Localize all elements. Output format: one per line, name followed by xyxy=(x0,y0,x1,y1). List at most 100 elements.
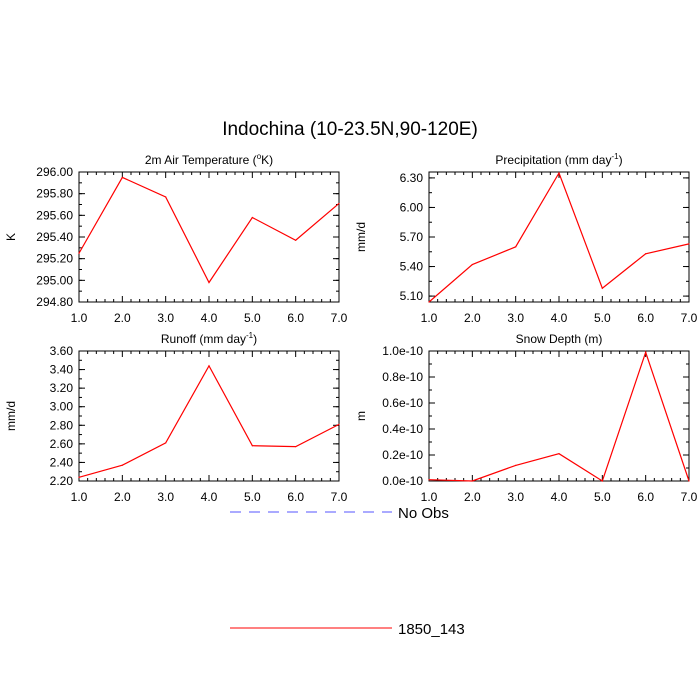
y-tick-label: 295.60 xyxy=(36,208,73,222)
x-tick-label: 3.0 xyxy=(157,490,174,504)
legend-label-1: No Obs xyxy=(398,505,449,522)
data-point xyxy=(688,243,690,245)
y-tick-label: 6.30 xyxy=(400,171,424,185)
x-tick-label: 5.0 xyxy=(244,490,261,504)
y-tick-label: 0.6e-10 xyxy=(382,396,423,410)
x-tick-label: 7.0 xyxy=(681,311,698,325)
panel-title-end: ) xyxy=(619,153,623,167)
data-point xyxy=(515,246,517,248)
data-point xyxy=(558,172,560,174)
x-tick-label: 1.0 xyxy=(421,490,438,504)
panel-title-text: Runoff (mm day xyxy=(161,332,246,346)
panel-title: Runoff (mm day-1) xyxy=(161,331,257,346)
plot-frame xyxy=(78,350,340,482)
x-tick-label: 7.0 xyxy=(331,490,348,504)
data-point xyxy=(601,287,603,289)
y-tick-label: 2.40 xyxy=(50,455,74,469)
y-tick-label: 296.00 xyxy=(36,165,73,179)
panel-3: Runoff (mm day-1) mm/d 1.0 2.0 3.0 4.0 5.0 6.0 7… xyxy=(4,331,348,504)
y-tick-label: 6.00 xyxy=(400,200,424,214)
y-tick-label: 5.70 xyxy=(400,230,424,244)
x-tick-label: 4.0 xyxy=(551,490,568,504)
data-point xyxy=(208,281,210,284)
panel-4: Snow Depth (m) m 1.0 2.0 3.0 4.0 5.0 6.0 7.0 0.0e… xyxy=(354,332,698,504)
panel-title-text: Snow Depth (m) xyxy=(516,332,603,346)
series-line-1850_143 xyxy=(78,176,340,284)
data-point xyxy=(688,480,690,482)
panel-title-text: 2m Air Temperature ( xyxy=(145,153,257,167)
y-axis-label: m xyxy=(354,411,368,421)
data-point xyxy=(121,176,123,179)
series-line-1850_143 xyxy=(428,171,690,303)
y-axis-label: K xyxy=(4,233,18,241)
series-line-1850_143 xyxy=(78,364,340,478)
x-tick-label: 2.0 xyxy=(464,311,481,325)
x-tick-label: 6.0 xyxy=(287,490,304,504)
y-tick-label: 5.40 xyxy=(400,260,424,274)
plot-frame xyxy=(428,350,690,482)
x-tick-label: 7.0 xyxy=(681,490,698,504)
data-point xyxy=(251,445,253,447)
y-tick-label: 0.8e-10 xyxy=(382,370,423,384)
panel-title: 2m Air Temperature (oK) xyxy=(145,152,273,167)
y-tick-label: 0.0e-10 xyxy=(382,474,423,488)
panel-1: 2m Air Temperature (oK) K 1.0 2.0 3.0 4.0 5.0 6… xyxy=(4,152,348,325)
x-tick-label: 4.0 xyxy=(551,311,568,325)
y-tick-label: 295.20 xyxy=(36,252,73,266)
x-tick-label: 1.0 xyxy=(71,490,88,504)
data-point xyxy=(121,464,123,466)
x-tick-label: 2.0 xyxy=(464,490,481,504)
panel-title: Snow Depth (m) xyxy=(516,332,603,346)
x-tick-label: 5.0 xyxy=(244,311,261,325)
data-point xyxy=(78,476,80,478)
data-point xyxy=(645,253,647,255)
data-point xyxy=(208,365,210,367)
panel-title-superscript: o xyxy=(257,152,262,161)
y-tick-label: 295.40 xyxy=(36,230,73,244)
y-tick-label: 5.10 xyxy=(400,289,424,303)
x-tick-label: 4.0 xyxy=(201,311,218,325)
x-tick-label: 1.0 xyxy=(71,311,88,325)
x-tick-label: 1.0 xyxy=(421,311,438,325)
data-point xyxy=(428,301,430,303)
data-point xyxy=(295,239,297,241)
data-point xyxy=(338,423,340,425)
data-point xyxy=(558,453,560,455)
y-tick-label: 2.80 xyxy=(50,418,74,432)
data-point xyxy=(338,202,340,205)
data-point xyxy=(515,464,517,466)
data-point xyxy=(428,479,430,481)
legend-label-2: 1850_143 xyxy=(398,621,465,638)
data-point xyxy=(295,446,297,448)
y-tick-label: 3.60 xyxy=(50,344,74,358)
plot-frame xyxy=(428,171,690,303)
x-tick-label: 5.0 xyxy=(594,490,611,504)
x-tick-label: 3.0 xyxy=(507,311,524,325)
y-tick-label: 295.80 xyxy=(36,187,73,201)
x-tick-label: 2.0 xyxy=(114,490,131,504)
y-tick-label: 3.40 xyxy=(50,363,74,377)
y-tick-label: 3.00 xyxy=(50,400,74,414)
x-tick-label: 5.0 xyxy=(594,311,611,325)
x-tick-label: 3.0 xyxy=(157,311,174,325)
data-point xyxy=(78,252,80,254)
x-tick-label: 6.0 xyxy=(637,490,654,504)
series-line-1850_143 xyxy=(428,350,690,482)
data-point xyxy=(645,351,647,353)
x-tick-label: 4.0 xyxy=(201,490,218,504)
data-point xyxy=(601,480,603,482)
y-tick-label: 2.60 xyxy=(50,437,74,451)
y-tick-label: 1.0e-10 xyxy=(382,344,423,358)
panel-title-end: ) xyxy=(253,332,257,346)
main-title: Indochina (10-23.5N,90-120E) xyxy=(222,119,478,140)
x-tick-label: 3.0 xyxy=(507,490,524,504)
x-tick-label: 6.0 xyxy=(637,311,654,325)
y-tick-label: 294.80 xyxy=(36,295,73,309)
panel-title-end: K) xyxy=(261,153,273,167)
data-point xyxy=(251,216,253,219)
panel-2: Precipitation (mm day-1) mm/d 1.0 2.0 3.0 4.0… xyxy=(354,152,698,325)
panel-title-text: Precipitation (mm day xyxy=(495,153,611,167)
x-tick-label: 7.0 xyxy=(331,311,348,325)
y-tick-label: 2.20 xyxy=(50,474,74,488)
